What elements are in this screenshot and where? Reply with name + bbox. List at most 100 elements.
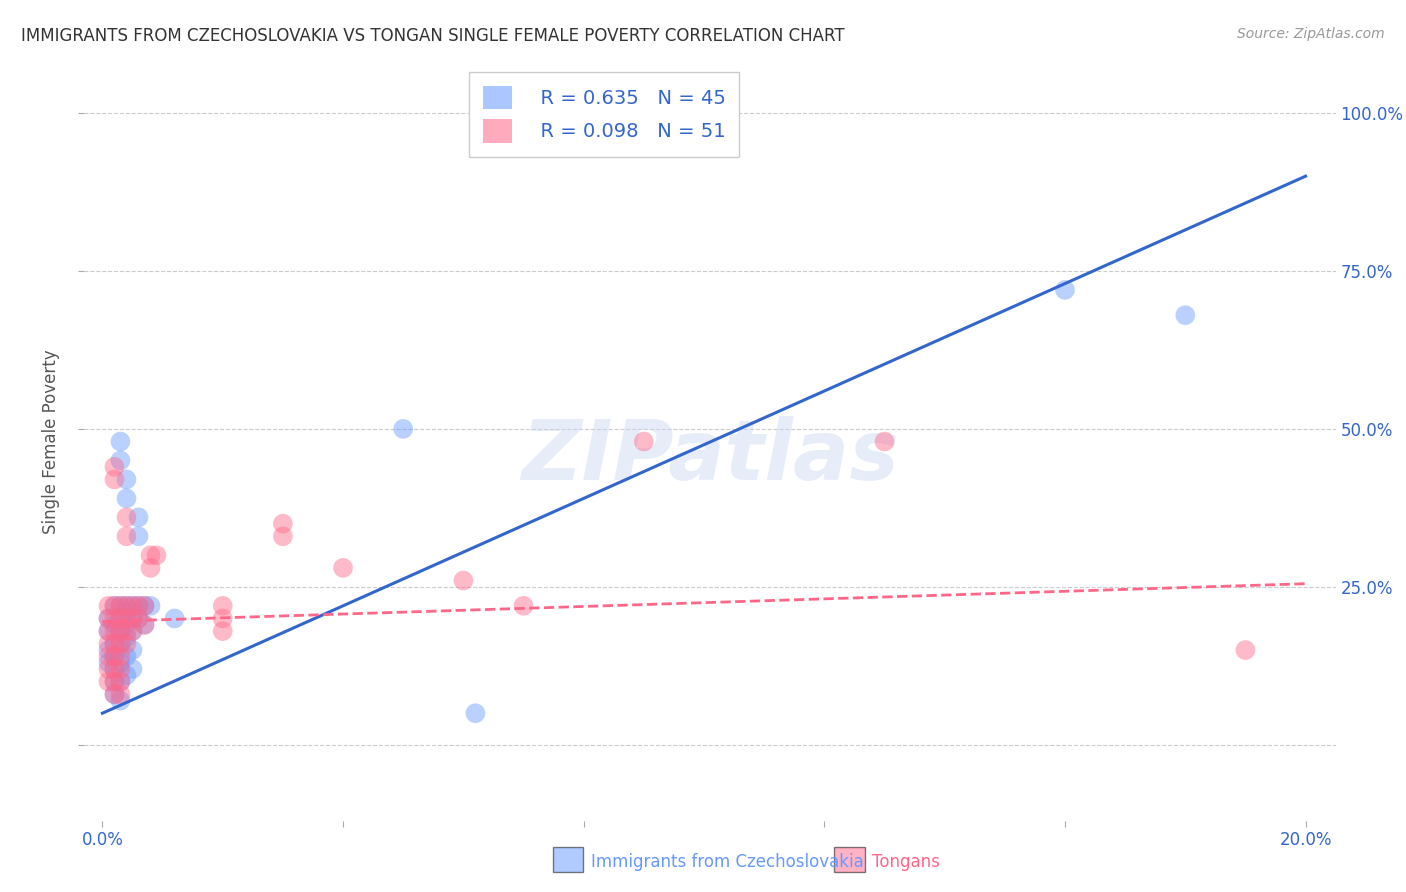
- Point: [163, 611, 186, 625]
- Point: [97, 662, 120, 676]
- Point: [115, 668, 138, 682]
- Point: [103, 662, 125, 676]
- Point: [103, 611, 125, 625]
- Point: [115, 599, 138, 613]
- Point: [103, 649, 125, 664]
- Point: [1234, 643, 1257, 657]
- Legend:   R = 0.635   N = 45,   R = 0.098   N = 51: R = 0.635 N = 45, R = 0.098 N = 51: [470, 72, 740, 157]
- Point: [97, 611, 120, 625]
- Point: [97, 674, 120, 689]
- Point: [121, 599, 143, 613]
- Point: [128, 510, 150, 524]
- Point: [97, 599, 120, 613]
- Point: [103, 637, 125, 651]
- Point: [97, 649, 120, 664]
- Text: Tongans: Tongans: [872, 853, 939, 871]
- Point: [134, 617, 156, 632]
- Point: [110, 624, 132, 639]
- Point: [512, 599, 534, 613]
- Point: [115, 631, 138, 645]
- Text: Immigrants from Czechoslovakia: Immigrants from Czechoslovakia: [591, 853, 863, 871]
- Point: [115, 510, 138, 524]
- Point: [103, 624, 125, 639]
- Point: [110, 687, 132, 701]
- Point: [128, 599, 150, 613]
- Point: [1174, 308, 1197, 322]
- Point: [103, 637, 125, 651]
- Point: [115, 605, 138, 619]
- Point: [97, 611, 120, 625]
- Text: Source: ZipAtlas.com: Source: ZipAtlas.com: [1237, 27, 1385, 41]
- Point: [110, 662, 132, 676]
- Point: [464, 706, 486, 721]
- Point: [211, 599, 233, 613]
- Point: [110, 611, 132, 625]
- Point: [134, 617, 156, 632]
- Point: [128, 611, 150, 625]
- Point: [103, 617, 125, 632]
- Point: [128, 611, 150, 625]
- Point: [332, 561, 354, 575]
- Point: [128, 599, 150, 613]
- Point: [121, 662, 143, 676]
- Point: [211, 611, 233, 625]
- Point: [134, 599, 156, 613]
- Point: [115, 599, 138, 613]
- Point: [121, 624, 143, 639]
- Point: [110, 637, 132, 651]
- Point: [115, 637, 138, 651]
- Point: [103, 674, 125, 689]
- Text: IMMIGRANTS FROM CZECHOSLOVAKIA VS TONGAN SINGLE FEMALE POVERTY CORRELATION CHART: IMMIGRANTS FROM CZECHOSLOVAKIA VS TONGAN…: [21, 27, 845, 45]
- Point: [110, 674, 132, 689]
- Point: [134, 599, 156, 613]
- Point: [121, 599, 143, 613]
- Point: [110, 637, 132, 651]
- Point: [139, 599, 162, 613]
- Point: [392, 422, 415, 436]
- Point: [103, 649, 125, 664]
- Text: ZIPatlas: ZIPatlas: [522, 417, 898, 497]
- Point: [110, 656, 132, 670]
- Y-axis label: Single Female Poverty: Single Female Poverty: [42, 350, 60, 533]
- Point: [110, 599, 132, 613]
- Point: [110, 674, 132, 689]
- Point: [115, 617, 138, 632]
- Point: [97, 624, 120, 639]
- Point: [873, 434, 896, 449]
- Point: [103, 473, 125, 487]
- Point: [110, 453, 132, 467]
- Point: [110, 611, 132, 625]
- Point: [103, 599, 125, 613]
- Point: [121, 624, 143, 639]
- Point: [97, 643, 120, 657]
- Point: [1053, 283, 1076, 297]
- Point: [103, 459, 125, 474]
- Point: [121, 643, 143, 657]
- Point: [97, 656, 120, 670]
- Point: [271, 529, 294, 543]
- Point: [115, 649, 138, 664]
- Point: [110, 624, 132, 639]
- Point: [139, 561, 162, 575]
- Point: [103, 599, 125, 613]
- Point: [110, 649, 132, 664]
- Point: [115, 473, 138, 487]
- Point: [110, 599, 132, 613]
- Point: [121, 611, 143, 625]
- Point: [115, 611, 138, 625]
- Point: [103, 687, 125, 701]
- Point: [110, 693, 132, 707]
- Point: [121, 611, 143, 625]
- Point: [139, 548, 162, 563]
- Point: [103, 662, 125, 676]
- Point: [271, 516, 294, 531]
- Point: [97, 637, 120, 651]
- Point: [128, 529, 150, 543]
- Point: [115, 624, 138, 639]
- Point: [103, 687, 125, 701]
- Point: [103, 674, 125, 689]
- Point: [633, 434, 655, 449]
- Point: [115, 491, 138, 506]
- Point: [110, 434, 132, 449]
- Point: [145, 548, 167, 563]
